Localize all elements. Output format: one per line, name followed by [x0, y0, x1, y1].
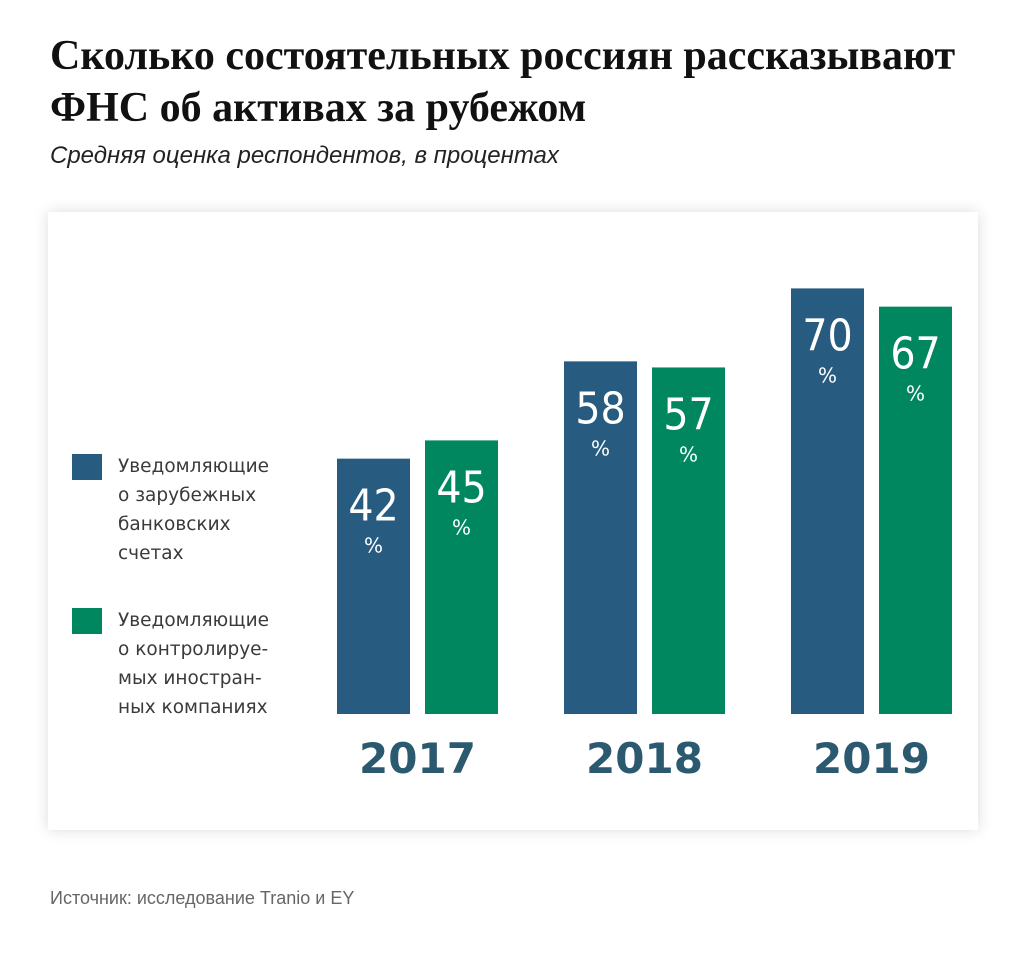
legend-label-banks: Уведомляющие о зарубежных банковских сче…	[118, 456, 269, 564]
data-label-unit-2018-series-1: %	[591, 436, 610, 460]
source-note: Источник: исследование Tranio и EY	[50, 888, 355, 908]
data-label-2018-series-1: 58	[575, 383, 625, 434]
bar-2018-series-1	[564, 361, 637, 714]
chart-subtitle: Средняя оценка респондентов, в процентах	[50, 142, 559, 169]
x-tick-label-2018: 2018	[586, 734, 703, 783]
data-label-unit-2019-series-2: %	[906, 382, 925, 406]
bar-2017-series-1	[337, 458, 410, 714]
data-label-unit-2017-series-1: %	[364, 534, 383, 558]
legend-item-banks: Уведомляющие о зарубежных банковских сче…	[72, 452, 302, 568]
bar-2017-series-2	[425, 440, 498, 714]
legend-item-companies: Уведомляющие о контролируе- мых иностран…	[72, 606, 302, 722]
data-label-unit-2019-series-1: %	[818, 363, 837, 387]
legend-label-companies: Уведомляющие о контролируе- мых иностран…	[118, 610, 269, 718]
bar-2019-series-1	[791, 288, 864, 714]
bar-2019-series-2	[879, 306, 952, 714]
legend: Уведомляющие о зарубежных банковских сче…	[72, 452, 302, 760]
data-label-2019-series-2: 67	[890, 329, 940, 380]
x-tick-label-2017: 2017	[359, 734, 476, 783]
x-tick-label-2019: 2019	[813, 734, 930, 783]
data-label-unit-2018-series-2: %	[679, 442, 698, 466]
data-label-2019-series-1: 70	[802, 310, 852, 361]
data-label-2017-series-1: 42	[348, 481, 398, 532]
legend-swatch-companies	[72, 608, 102, 634]
data-label-2018-series-2: 57	[663, 389, 713, 440]
data-label-unit-2017-series-2: %	[452, 515, 471, 539]
chart-title: Сколько состоятельных россиян рассказыва…	[50, 33, 956, 131]
data-label-2017-series-2: 45	[436, 462, 486, 513]
bar-2018-series-2	[652, 367, 725, 714]
legend-swatch-banks	[72, 454, 102, 480]
